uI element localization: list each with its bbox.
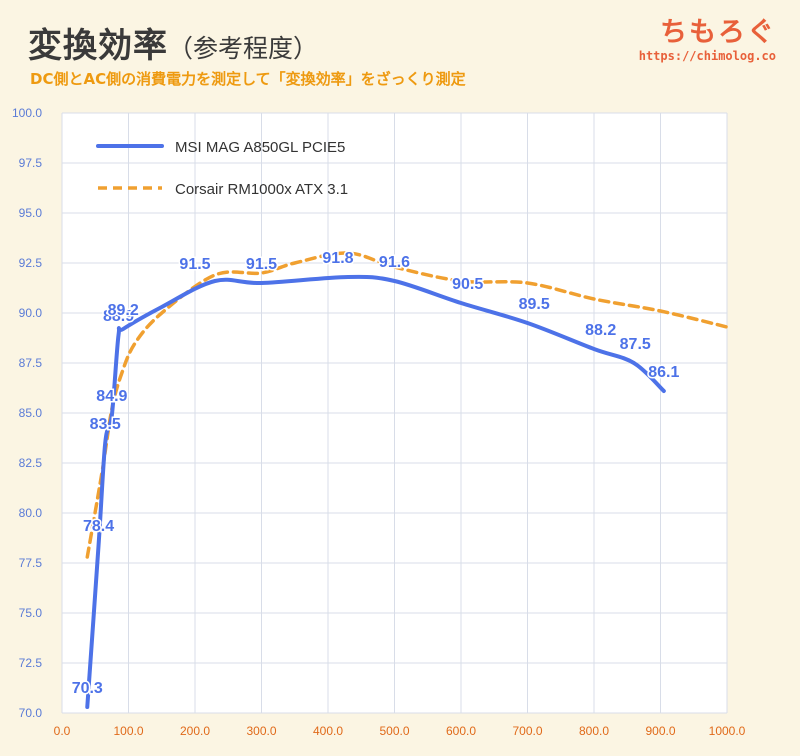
chart-subtitle: DC側とAC側の消費電力を測定して「変換効率」をざっくり測定 xyxy=(30,70,466,88)
data-label: 91.5 xyxy=(246,256,277,273)
x-tick-label: 800.0 xyxy=(579,724,609,738)
data-label: 87.5 xyxy=(620,336,651,353)
data-label: 90.5 xyxy=(452,276,483,293)
data-label: 70.3 xyxy=(72,680,103,697)
legend-label-msi: MSI MAG A850GL PCIE5 xyxy=(175,139,345,156)
x-tick-label: 200.0 xyxy=(180,724,210,738)
data-label: 89.2 xyxy=(108,302,139,319)
y-tick-label: 70.0 xyxy=(19,706,43,720)
x-tick-label: 500.0 xyxy=(379,724,409,738)
y-tick-label: 90.0 xyxy=(19,306,43,320)
x-tick-label: 100.0 xyxy=(113,724,143,738)
y-tick-label: 72.5 xyxy=(19,656,43,670)
data-label: 88.9 xyxy=(103,308,134,325)
legend: MSI MAG A850GL PCIE5 Corsair RM1000x ATX… xyxy=(96,139,348,198)
data-label: 78.4 xyxy=(83,518,114,535)
y-tick-label: 80.0 xyxy=(19,506,43,520)
x-tick-label: 400.0 xyxy=(313,724,343,738)
y-tick-label: 100.0 xyxy=(12,106,42,120)
y-tick-label: 92.5 xyxy=(19,256,43,270)
data-label: 91.6 xyxy=(379,254,410,271)
data-label: 83.5 xyxy=(90,416,121,433)
title-block: 変換効率（参考程度） xyxy=(28,18,318,67)
x-tick-label: 900.0 xyxy=(645,724,675,738)
series-line-msi xyxy=(85,274,666,709)
data-label: 88.2 xyxy=(585,322,616,339)
grid-lines xyxy=(61,112,728,714)
y-tick-label: 82.5 xyxy=(19,456,43,470)
data-label: 91.5 xyxy=(179,256,210,273)
data-label: 86.1 xyxy=(648,364,679,381)
x-tick-label: 700.0 xyxy=(512,724,542,738)
y-tick-label: 75.0 xyxy=(19,606,43,620)
series-lines xyxy=(85,251,729,709)
logo-name: ちもろぐ xyxy=(660,17,776,48)
page-title-note: （参考程度） xyxy=(168,34,319,63)
y-tick-label: 95.0 xyxy=(19,206,43,220)
data-label: 89.5 xyxy=(519,296,550,313)
y-tick-label: 87.5 xyxy=(19,356,43,370)
data-label: 84.9 xyxy=(96,388,127,405)
y-tick-label: 77.5 xyxy=(19,556,43,570)
axes: 70.0 72.5 75.0 77.5 80.0 82.5 85.0 87.5 90.0 92.5… xyxy=(12,106,746,738)
data-labels: 70.3 78.4 83.5 84.9 88.989.2 91.5 91.5 91.8 91.6… xyxy=(70,249,681,699)
data-label: 91.8 xyxy=(322,250,353,267)
x-tick-label: 600.0 xyxy=(446,724,476,738)
x-tick-label: 1000.0 xyxy=(709,724,746,738)
logo-url: https://chimolog.co xyxy=(638,49,776,63)
legend-label-corsair: Corsair RM1000x ATX 3.1 xyxy=(175,181,348,198)
site-logo: ちもろぐ https://chimolog.co xyxy=(639,10,776,63)
x-tick-label: 300.0 xyxy=(246,724,276,738)
y-tick-label: 97.5 xyxy=(19,156,43,170)
y-tick-label: 85.0 xyxy=(19,406,43,420)
page-title: 変換効率 xyxy=(28,26,168,66)
x-tick-label: 0.0 xyxy=(54,724,71,738)
